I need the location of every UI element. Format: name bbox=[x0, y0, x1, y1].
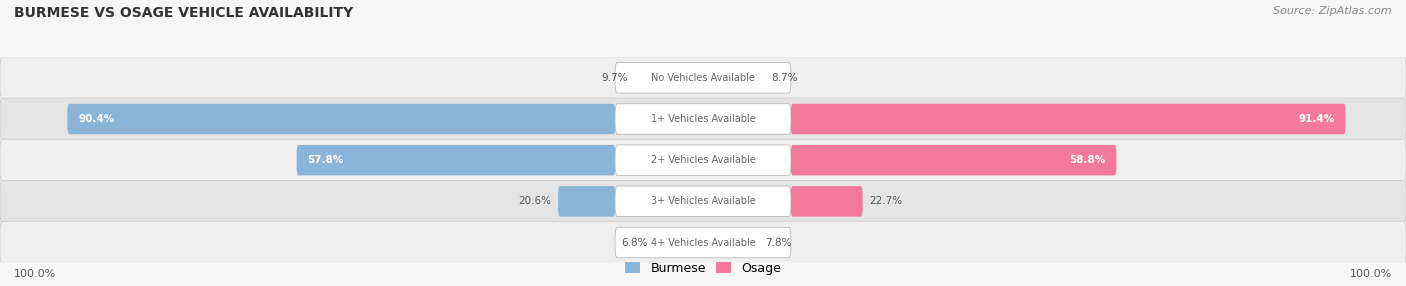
Text: 2+ Vehicles Available: 2+ Vehicles Available bbox=[651, 155, 755, 165]
FancyBboxPatch shape bbox=[614, 186, 792, 217]
Text: BURMESE VS OSAGE VEHICLE AVAILABILITY: BURMESE VS OSAGE VEHICLE AVAILABILITY bbox=[14, 6, 353, 20]
FancyBboxPatch shape bbox=[614, 227, 792, 258]
FancyBboxPatch shape bbox=[297, 145, 616, 175]
Text: 6.8%: 6.8% bbox=[621, 238, 648, 247]
Text: 4+ Vehicles Available: 4+ Vehicles Available bbox=[651, 238, 755, 247]
Text: 22.7%: 22.7% bbox=[869, 196, 903, 206]
Text: 7.8%: 7.8% bbox=[765, 238, 792, 247]
FancyBboxPatch shape bbox=[67, 104, 616, 134]
FancyBboxPatch shape bbox=[614, 104, 792, 134]
Legend: Burmese, Osage: Burmese, Osage bbox=[620, 257, 786, 280]
Text: 1+ Vehicles Available: 1+ Vehicles Available bbox=[651, 114, 755, 124]
FancyBboxPatch shape bbox=[790, 186, 863, 217]
Text: 58.8%: 58.8% bbox=[1070, 155, 1105, 165]
Text: 8.7%: 8.7% bbox=[772, 73, 797, 83]
FancyBboxPatch shape bbox=[558, 186, 616, 217]
FancyBboxPatch shape bbox=[0, 57, 1406, 99]
Text: 9.7%: 9.7% bbox=[602, 73, 627, 83]
Text: Source: ZipAtlas.com: Source: ZipAtlas.com bbox=[1274, 6, 1392, 16]
FancyBboxPatch shape bbox=[0, 139, 1406, 181]
FancyBboxPatch shape bbox=[0, 222, 1406, 263]
Text: 3+ Vehicles Available: 3+ Vehicles Available bbox=[651, 196, 755, 206]
Text: 90.4%: 90.4% bbox=[77, 114, 114, 124]
Text: 57.8%: 57.8% bbox=[308, 155, 343, 165]
Text: 91.4%: 91.4% bbox=[1299, 114, 1336, 124]
FancyBboxPatch shape bbox=[0, 180, 1406, 222]
FancyBboxPatch shape bbox=[0, 98, 1406, 140]
FancyBboxPatch shape bbox=[614, 145, 792, 175]
Text: 100.0%: 100.0% bbox=[1350, 269, 1392, 279]
Text: No Vehicles Available: No Vehicles Available bbox=[651, 73, 755, 83]
Text: 100.0%: 100.0% bbox=[14, 269, 56, 279]
Text: 20.6%: 20.6% bbox=[519, 196, 551, 206]
FancyBboxPatch shape bbox=[790, 104, 1346, 134]
FancyBboxPatch shape bbox=[614, 63, 792, 93]
FancyBboxPatch shape bbox=[790, 145, 1116, 175]
